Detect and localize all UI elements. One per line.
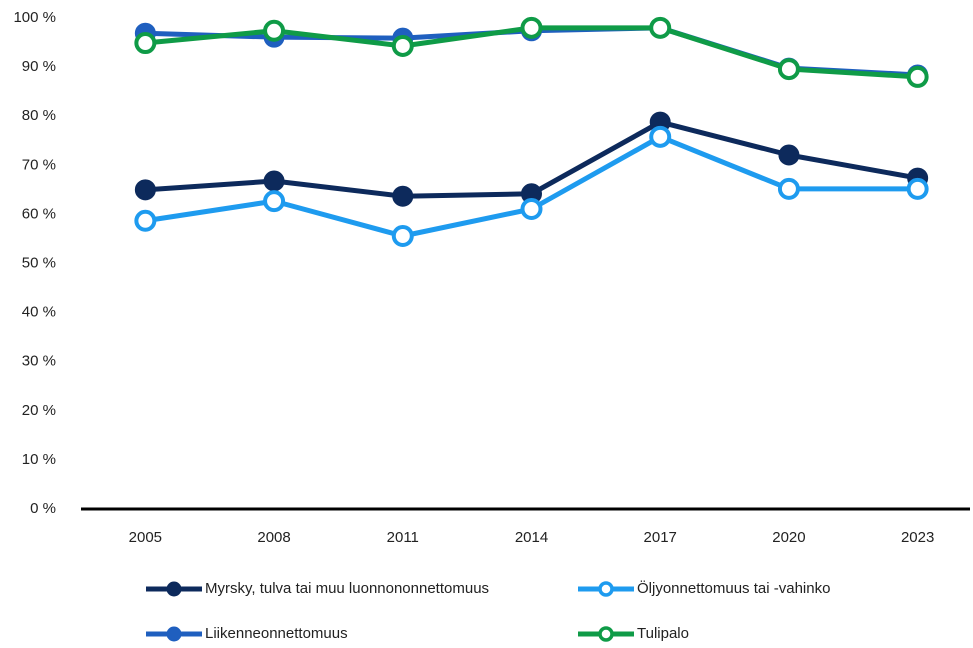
data-point (134, 32, 157, 55)
legend-label: Myrsky, tulva tai muu luonnononnettomuus (205, 580, 489, 597)
data-point (134, 209, 157, 232)
x-tick-label: 2023 (901, 529, 934, 546)
legend-label: Liikenneonnettomuus (205, 625, 348, 642)
y-tick-label: 0 % (30, 500, 56, 517)
data-point (520, 16, 543, 39)
data-point (263, 170, 285, 192)
data-point (392, 185, 414, 207)
data-point (649, 16, 672, 39)
x-tick-label: 2008 (257, 529, 290, 546)
data-point (906, 65, 929, 88)
data-point (777, 58, 800, 81)
data-point (778, 144, 800, 166)
y-tick-label: 100 % (13, 9, 56, 26)
y-tick-label: 60 % (22, 205, 56, 222)
data-point (134, 179, 156, 201)
data-point (263, 190, 286, 213)
x-tick-label: 2014 (515, 529, 548, 546)
legend-marker (598, 626, 614, 642)
legend-label: Tulipalo (637, 625, 689, 642)
y-tick-label: 90 % (22, 58, 56, 75)
y-tick-label: 30 % (22, 353, 56, 370)
x-tick-label: 2011 (387, 529, 419, 546)
data-point (263, 19, 286, 42)
y-tick-label: 70 % (22, 156, 56, 173)
y-tick-label: 40 % (22, 304, 56, 321)
data-point (649, 125, 672, 148)
x-tick-label: 2005 (129, 529, 162, 546)
data-point (520, 197, 543, 220)
y-tick-label: 50 % (22, 254, 56, 271)
legend-marker (598, 581, 614, 597)
legend-marker (166, 581, 182, 597)
x-tick-label: 2017 (644, 529, 677, 546)
data-point (906, 177, 929, 200)
y-tick-label: 20 % (22, 402, 56, 419)
legend-label: Öljyonnettomuus tai -vahinko (637, 579, 830, 597)
data-point (391, 225, 414, 248)
y-tick-label: 10 % (22, 451, 56, 468)
data-point (777, 177, 800, 200)
x-tick-label: 2020 (772, 529, 805, 546)
data-point (391, 34, 414, 57)
legend-marker (166, 626, 182, 642)
y-tick-label: 80 % (22, 107, 56, 124)
